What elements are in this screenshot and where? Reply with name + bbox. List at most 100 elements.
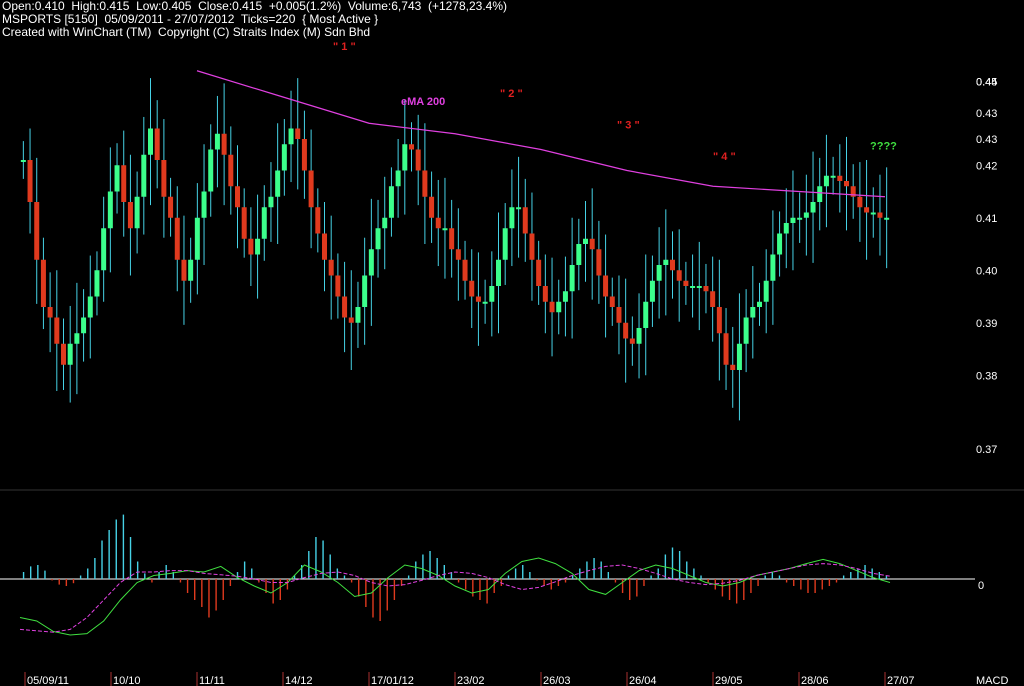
- candle-body: [576, 244, 582, 265]
- candle-body: [736, 343, 742, 370]
- candle-body: [783, 223, 789, 234]
- copyright-line: Created with WinChart (TM) Copyright (C)…: [2, 25, 371, 39]
- candle-body: [536, 259, 542, 286]
- candle-body: [148, 128, 153, 155]
- candle-body: [328, 259, 334, 276]
- y-tick-label: 0.45: [976, 76, 997, 88]
- candle-body: [121, 165, 127, 202]
- candle-body: [589, 238, 595, 250]
- candle-body: [375, 228, 381, 250]
- y-tick-label: 0.38: [976, 370, 997, 382]
- candle-body: [161, 160, 167, 197]
- candle-body: [603, 275, 609, 297]
- candle-body: [415, 149, 421, 171]
- candle-body: [623, 322, 629, 339]
- candle-body: [228, 154, 234, 187]
- candle-body: [107, 191, 113, 229]
- annotation-label: " 4 ": [713, 151, 736, 163]
- candle-body: [757, 301, 762, 307]
- candle-body: [355, 307, 361, 323]
- candle-body: [877, 212, 883, 218]
- candle-body: [322, 233, 327, 260]
- candle-body: [194, 217, 200, 260]
- y-tick-label: 0.43: [976, 134, 997, 146]
- candle-body: [844, 181, 849, 187]
- candle-body: [730, 364, 736, 370]
- candle-body: [442, 228, 448, 231]
- candle-body: [516, 207, 522, 210]
- candle-body: [188, 259, 194, 281]
- candle-body: [656, 265, 662, 281]
- x-tick-label: 05/09/11: [27, 675, 69, 686]
- y-tick-label: 0.40: [976, 265, 997, 277]
- candle-body: [335, 275, 341, 297]
- candle-body: [629, 338, 635, 344]
- x-tick-label: 29/05: [715, 675, 743, 686]
- candle-body: [482, 301, 488, 304]
- x-tick-label: 23/02: [457, 675, 485, 686]
- candle-body: [817, 186, 823, 202]
- candle-body: [596, 249, 602, 276]
- candle-body: [864, 207, 870, 213]
- candle-body: [382, 217, 388, 229]
- candle-body: [422, 170, 428, 197]
- annotation-label: " 1 ": [333, 41, 356, 53]
- candle-body: [235, 186, 240, 208]
- candle-body: [27, 160, 33, 202]
- y-tick-label: 0.39: [976, 318, 997, 330]
- candle-body: [830, 175, 836, 178]
- ema-label: eMA 200: [401, 96, 445, 108]
- candle-body: [94, 270, 100, 297]
- candle-body: [502, 228, 508, 260]
- candle-body: [469, 280, 475, 297]
- candle-body: [388, 186, 394, 218]
- candle-body: [770, 254, 776, 281]
- signal-line: [19, 563, 891, 633]
- candle-body: [449, 228, 455, 250]
- candle-body: [154, 128, 160, 160]
- candle-body: [870, 212, 876, 215]
- candle-body: [763, 280, 769, 302]
- candle-body: [281, 144, 287, 171]
- candle-body: [475, 296, 481, 302]
- candle-body: [583, 238, 588, 244]
- x-tick-label: 27/07: [887, 675, 915, 686]
- candle-body: [777, 233, 783, 255]
- candle-body: [522, 207, 528, 234]
- annotation-label: " 2 ": [500, 88, 523, 100]
- x-tick-label: 14/12: [285, 675, 313, 686]
- candle-body: [248, 238, 254, 255]
- candle-body: [716, 307, 722, 334]
- candle-body: [750, 307, 756, 318]
- candle-body: [127, 202, 133, 229]
- candle-body: [790, 217, 796, 223]
- y-tick-label: 0.42: [976, 160, 997, 172]
- candle-body: [690, 286, 696, 288]
- quote-summary: Open:0.410 High:0.415 Low:0.405 Close:0.…: [2, 0, 508, 13]
- candle-body: [308, 170, 314, 208]
- candle-body: [114, 165, 120, 192]
- candle-body: [710, 291, 716, 307]
- candle-body: [743, 317, 749, 344]
- candle-body: [884, 217, 890, 220]
- x-tick-label: 26/03: [543, 675, 571, 686]
- candle-body: [489, 286, 495, 302]
- candle-body: [81, 317, 87, 334]
- x-tick-label: 28/06: [801, 675, 829, 686]
- annotation-label: " 3 ": [617, 120, 640, 132]
- candle-body: [395, 170, 401, 187]
- candle-body: [362, 275, 368, 307]
- candle-body: [214, 133, 220, 150]
- candle-body: [255, 238, 261, 255]
- candle-body: [342, 296, 348, 318]
- y-tick-label: 0.44: [976, 76, 997, 88]
- candle-body: [261, 207, 267, 239]
- candle-body: [636, 328, 642, 344]
- candle-body: [268, 196, 274, 208]
- candle-body: [348, 317, 354, 323]
- candle-body: [54, 317, 60, 344]
- candle-body: [429, 196, 435, 218]
- candle-body: [134, 196, 140, 229]
- candle-body: [810, 202, 816, 213]
- candle-body: [455, 249, 461, 260]
